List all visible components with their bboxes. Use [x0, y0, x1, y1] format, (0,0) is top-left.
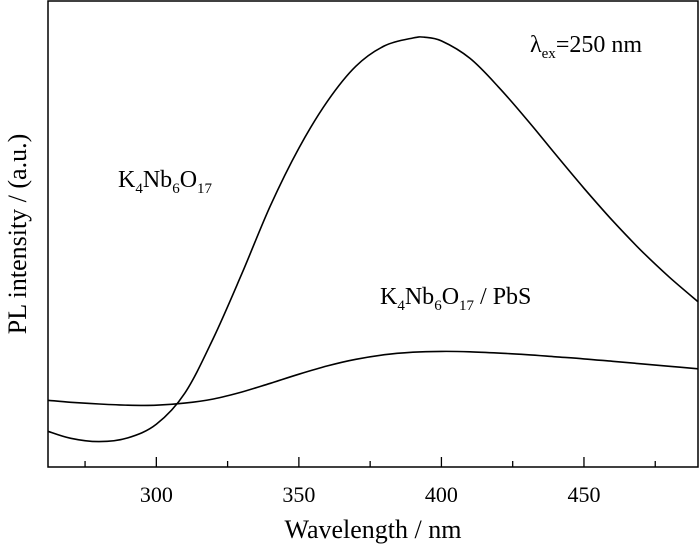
excitation-value: =250 nm	[556, 32, 643, 58]
y-axis-title: PL intensity / (a.u.)	[3, 134, 32, 335]
series-label-k4nb6o17-pbs: K4Nb6O17 / PbS	[380, 284, 531, 314]
series-label-k4nb6o17: K4Nb6O17	[118, 167, 213, 197]
formula-subscript: 17	[197, 181, 213, 197]
x-tick-label: 300	[140, 482, 173, 507]
x-tick-label: 450	[567, 482, 600, 507]
series-line-2	[47, 350, 699, 407]
formula-part: K	[118, 167, 136, 193]
formula-part: / PbS	[474, 284, 531, 310]
x-axis-title: Wavelength / nm	[285, 515, 462, 544]
series-line-1	[47, 36, 699, 443]
x-tick-label: 350	[282, 482, 315, 507]
formula-part: O	[442, 284, 459, 310]
plot-frame	[47, 0, 699, 468]
formula-part: K	[380, 284, 398, 310]
excitation-annotation: λex=250 nm	[530, 32, 642, 62]
x-axis-ticks: 300 350 400 450	[84, 457, 656, 507]
formula-subscript: 6	[172, 181, 180, 197]
x-tick-label: 400	[425, 482, 458, 507]
formula-subscript: 4	[135, 181, 143, 197]
lambda-symbol: λ	[530, 32, 542, 58]
plot-curves	[47, 36, 699, 443]
formula-part: O	[180, 167, 197, 193]
formula-subscript: 4	[397, 298, 405, 314]
formula-part: Nb	[405, 284, 434, 310]
lambda-subscript: ex	[542, 46, 557, 62]
formula-part: Nb	[143, 167, 172, 193]
formula-subscript: 6	[434, 298, 442, 314]
formula-subscript: 17	[459, 298, 475, 314]
